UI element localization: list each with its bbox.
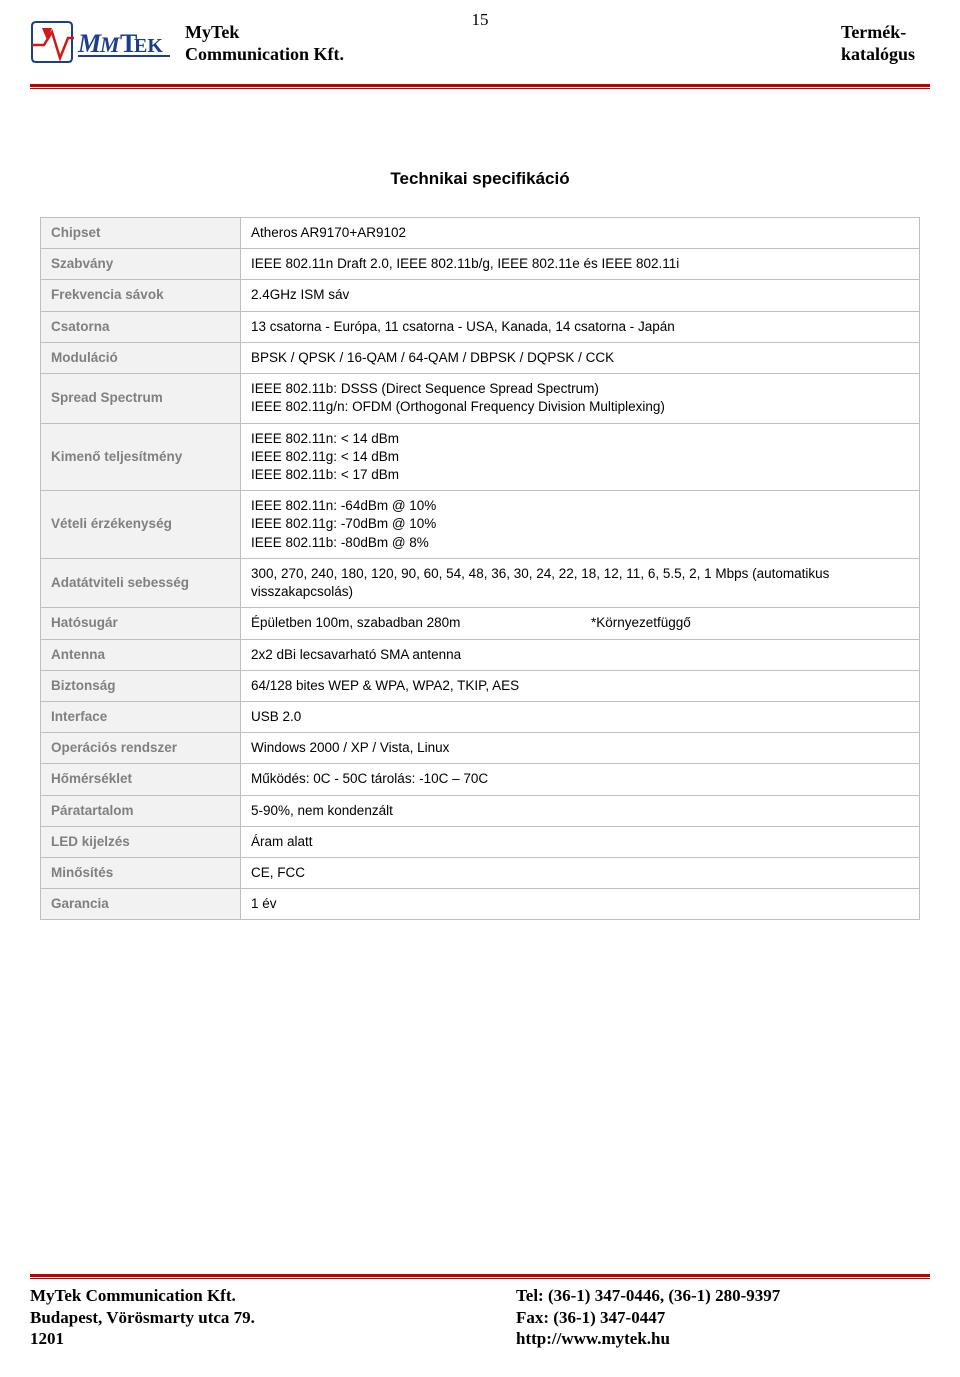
spec-label: LED kijelzés bbox=[41, 826, 241, 857]
content: Technikai specifikáció ChipsetAtheros AR… bbox=[0, 89, 960, 920]
svg-text:M: M bbox=[99, 32, 121, 57]
svg-text:M: M bbox=[77, 29, 102, 58]
table-row: HatósugárÉpületben 100m, szabadban 280m*… bbox=[41, 608, 920, 639]
table-row: Frekvencia sávok2.4GHz ISM sáv bbox=[41, 280, 920, 311]
footer-tel: Tel: (36-1) 347-0446, (36-1) 280-9397 bbox=[516, 1285, 930, 1306]
spec-label: Adatátviteli sebesség bbox=[41, 558, 241, 607]
header-company: MyTek Communication Kft. bbox=[185, 22, 344, 65]
spec-value-left: Épületben 100m, szabadban 280m bbox=[251, 614, 591, 632]
table-row: HőmérsékletMűködés: 0C - 50C tárolás: -1… bbox=[41, 764, 920, 795]
spec-value: Áram alatt bbox=[241, 826, 920, 857]
spec-table: ChipsetAtheros AR9170+AR9102SzabványIEEE… bbox=[40, 217, 920, 920]
spec-label: Szabvány bbox=[41, 249, 241, 280]
footer-company: MyTek Communication Kft. bbox=[30, 1285, 516, 1306]
header-company-line2: Communication Kft. bbox=[185, 44, 344, 66]
spec-value: 2.4GHz ISM sáv bbox=[241, 280, 920, 311]
footer-left: MyTek Communication Kft. Budapest, Vörös… bbox=[30, 1285, 516, 1349]
spec-value: CE, FCC bbox=[241, 858, 920, 889]
spec-label: Hatósugár bbox=[41, 608, 241, 639]
table-row: Spread SpectrumIEEE 802.11b: DSSS (Direc… bbox=[41, 374, 920, 423]
footer-fax: Fax: (36-1) 347-0447 bbox=[516, 1307, 930, 1328]
table-row: ModulációBPSK / QPSK / 16-QAM / 64-QAM /… bbox=[41, 342, 920, 373]
spec-value: 5-90%, nem kondenzált bbox=[241, 795, 920, 826]
table-row: Operációs rendszerWindows 2000 / XP / Vi… bbox=[41, 733, 920, 764]
table-row: Vételi érzékenységIEEE 802.11n: -64dBm @… bbox=[41, 491, 920, 559]
header-catalog-line1: Termék- bbox=[841, 22, 915, 44]
header-company-line1: MyTek bbox=[185, 22, 344, 44]
footer-right: Tel: (36-1) 347-0446, (36-1) 280-9397 Fa… bbox=[516, 1285, 930, 1349]
footer-postcode: 1201 bbox=[30, 1328, 516, 1349]
spec-label: Moduláció bbox=[41, 342, 241, 373]
table-row: MinősítésCE, FCC bbox=[41, 858, 920, 889]
table-row: Páratartalom5-90%, nem kondenzált bbox=[41, 795, 920, 826]
table-row: Biztonság64/128 bites WEP & WPA, WPA2, T… bbox=[41, 670, 920, 701]
spec-label: Frekvencia sávok bbox=[41, 280, 241, 311]
table-row: Antenna2x2 dBi lecsavarható SMA antenna bbox=[41, 639, 920, 670]
footer-rule bbox=[30, 1274, 930, 1279]
spec-label: Antenna bbox=[41, 639, 241, 670]
logo: M M T EK bbox=[30, 20, 920, 70]
spec-value: 2x2 dBi lecsavarható SMA antenna bbox=[241, 639, 920, 670]
spec-label: Chipset bbox=[41, 218, 241, 249]
spec-value: IEEE 802.11n: < 14 dBmIEEE 802.11g: < 14… bbox=[241, 423, 920, 491]
page-header: M M T EK MyTek Communication Kft. Termék… bbox=[0, 0, 960, 80]
table-row: InterfaceUSB 2.0 bbox=[41, 701, 920, 732]
spec-value: 64/128 bites WEP & WPA, WPA2, TKIP, AES bbox=[241, 670, 920, 701]
table-row: Adatátviteli sebesség300, 270, 240, 180,… bbox=[41, 558, 920, 607]
table-row: Garancia1 év bbox=[41, 889, 920, 920]
spec-value: USB 2.0 bbox=[241, 701, 920, 732]
table-row: ChipsetAtheros AR9170+AR9102 bbox=[41, 218, 920, 249]
table-row: LED kijelzésÁram alatt bbox=[41, 826, 920, 857]
spec-value: 13 csatorna - Európa, 11 csatorna - USA,… bbox=[241, 311, 920, 342]
spec-label: Spread Spectrum bbox=[41, 374, 241, 423]
spec-value: Windows 2000 / XP / Vista, Linux bbox=[241, 733, 920, 764]
spec-label: Biztonság bbox=[41, 670, 241, 701]
spec-value: Atheros AR9170+AR9102 bbox=[241, 218, 920, 249]
spec-value-right: *Környezetfüggő bbox=[591, 614, 909, 632]
spec-label: Vételi érzékenység bbox=[41, 491, 241, 559]
spec-label: Kimenő teljesítmény bbox=[41, 423, 241, 491]
spec-label: Operációs rendszer bbox=[41, 733, 241, 764]
page-footer: MyTek Communication Kft. Budapest, Vörös… bbox=[30, 1274, 930, 1349]
spec-label: Minősítés bbox=[41, 858, 241, 889]
table-row: Csatorna13 csatorna - Európa, 11 csatorn… bbox=[41, 311, 920, 342]
spec-label: Páratartalom bbox=[41, 795, 241, 826]
spec-value: 300, 270, 240, 180, 120, 90, 60, 54, 48,… bbox=[241, 558, 920, 607]
spec-value: Működés: 0C - 50C tárolás: -10C – 70C bbox=[241, 764, 920, 795]
spec-value: 1 év bbox=[241, 889, 920, 920]
table-row: SzabványIEEE 802.11n Draft 2.0, IEEE 802… bbox=[41, 249, 920, 280]
spec-value: IEEE 802.11b: DSSS (Direct Sequence Spre… bbox=[241, 374, 920, 423]
spec-label: Interface bbox=[41, 701, 241, 732]
svg-text:EK: EK bbox=[134, 35, 163, 57]
spec-label: Csatorna bbox=[41, 311, 241, 342]
header-catalog-line2: katalógus bbox=[841, 44, 915, 66]
section-title: Technikai specifikáció bbox=[40, 169, 920, 189]
spec-value: IEEE 802.11n Draft 2.0, IEEE 802.11b/g, … bbox=[241, 249, 920, 280]
spec-value: BPSK / QPSK / 16-QAM / 64-QAM / DBPSK / … bbox=[241, 342, 920, 373]
spec-label: Hőmérséklet bbox=[41, 764, 241, 795]
mytek-logo-icon: M M T EK bbox=[30, 20, 175, 70]
footer-address: Budapest, Vörösmarty utca 79. bbox=[30, 1307, 516, 1328]
footer-url: http://www.mytek.hu bbox=[516, 1328, 930, 1349]
table-row: Kimenő teljesítményIEEE 802.11n: < 14 dB… bbox=[41, 423, 920, 491]
spec-value: Épületben 100m, szabadban 280m*Környezet… bbox=[241, 608, 920, 639]
spec-label: Garancia bbox=[41, 889, 241, 920]
spec-value: IEEE 802.11n: -64dBm @ 10%IEEE 802.11g: … bbox=[241, 491, 920, 559]
header-catalog: Termék- katalógus bbox=[841, 22, 915, 65]
